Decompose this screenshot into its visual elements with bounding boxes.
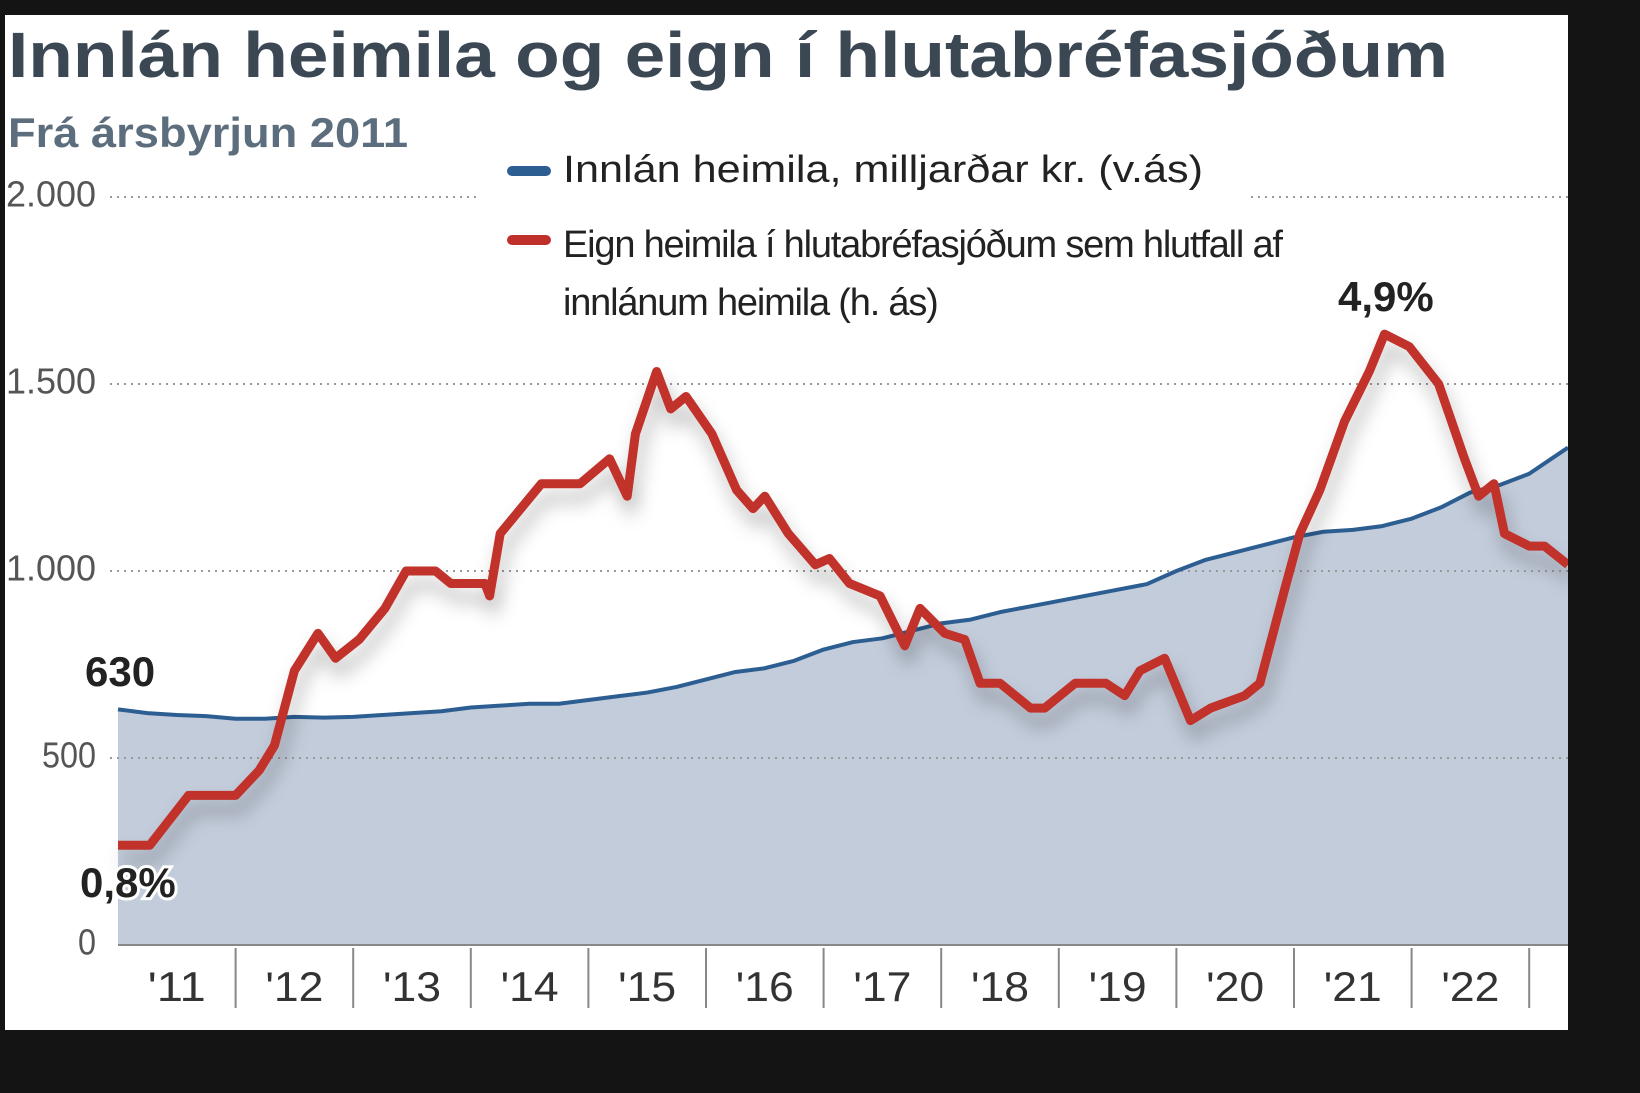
annotation: 0,8% <box>80 859 176 906</box>
y-tick-label: 0 <box>78 922 96 963</box>
x-tick-label: '19 <box>1089 963 1147 1010</box>
annotation: 4,9% <box>1338 273 1434 320</box>
x-tick-label: '21 <box>1324 963 1382 1010</box>
x-tick-label: '20 <box>1206 963 1264 1010</box>
legend-background <box>478 140 1248 325</box>
x-tick-label: '16 <box>736 963 794 1010</box>
x-tick-label: '22 <box>1441 963 1499 1010</box>
y-tick-label: 2.000 <box>6 174 96 215</box>
x-tick-label: '15 <box>618 963 676 1010</box>
y-tick-label: 500 <box>42 735 96 776</box>
chart-subtitle: Frá ársbyrjun 2011 <box>8 109 408 156</box>
y-tick-label: 1.000 <box>6 548 96 589</box>
x-tick-label: '14 <box>501 963 559 1010</box>
legend-label: Eign heimila í hlutabréfasjóðum sem hlut… <box>563 224 1283 324</box>
x-tick-label: '17 <box>853 963 911 1010</box>
x-tick-label: '18 <box>971 963 1029 1010</box>
x-tick-label: '11 <box>148 963 206 1010</box>
annotation: 630 <box>85 648 155 695</box>
legend-label: Innlán heimila, milljarðar kr. (v.ás) <box>563 149 1203 191</box>
line <box>118 329 1568 850</box>
chart-title: Innlán heimila og eign í hlutabréfasjóðu… <box>8 19 1448 91</box>
area <box>118 447 1568 945</box>
line <box>117 445 1568 721</box>
x-tick-label: '13 <box>383 963 441 1010</box>
y-tick-label: 1.500 <box>6 361 96 402</box>
x-tick-label: '12 <box>265 963 323 1010</box>
